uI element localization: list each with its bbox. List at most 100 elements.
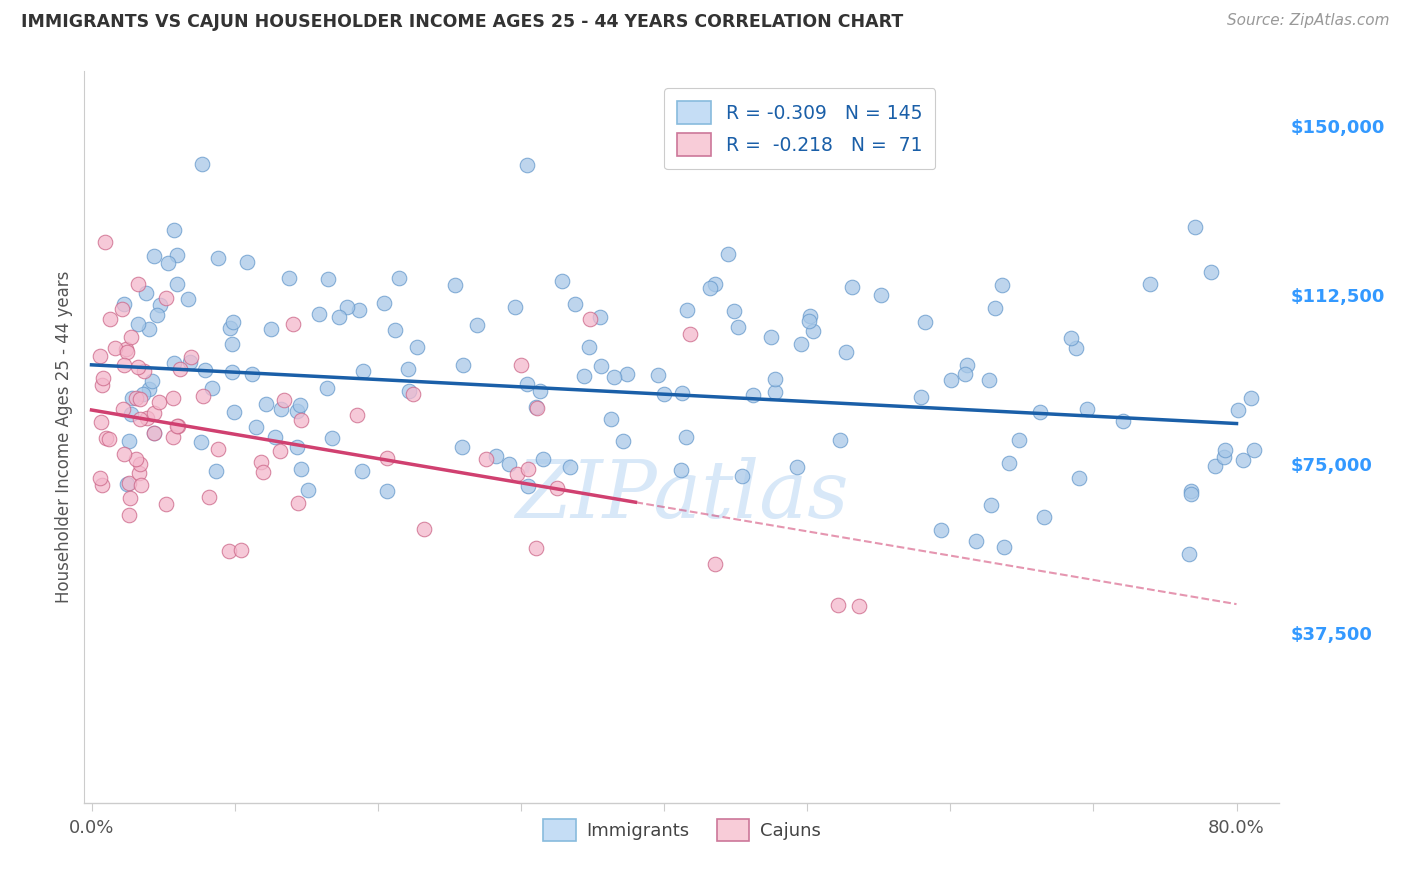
Point bbox=[1204, 458, 1226, 473]
Point bbox=[135, 285, 157, 300]
Point bbox=[704, 558, 727, 572]
Point bbox=[375, 451, 398, 466]
Point bbox=[194, 363, 217, 377]
Point bbox=[759, 329, 782, 343]
Point bbox=[166, 248, 188, 262]
Point bbox=[125, 451, 148, 466]
Point bbox=[142, 425, 165, 440]
Point bbox=[180, 350, 202, 364]
Point bbox=[616, 367, 638, 381]
Point bbox=[546, 481, 568, 495]
Point bbox=[136, 410, 159, 425]
Point bbox=[94, 431, 117, 445]
Point bbox=[402, 386, 425, 401]
Point bbox=[155, 291, 177, 305]
Point bbox=[505, 467, 527, 482]
Point bbox=[115, 344, 138, 359]
Point bbox=[699, 281, 721, 295]
Point bbox=[111, 402, 134, 417]
Point bbox=[517, 462, 540, 476]
Point bbox=[127, 318, 149, 332]
Point bbox=[250, 455, 273, 469]
Point bbox=[285, 403, 308, 417]
Point bbox=[388, 270, 411, 285]
Point bbox=[558, 459, 581, 474]
Point bbox=[731, 469, 754, 483]
Point bbox=[278, 271, 301, 285]
Point bbox=[1180, 483, 1202, 498]
Point bbox=[564, 297, 586, 311]
Point bbox=[118, 434, 141, 448]
Point bbox=[1008, 433, 1031, 447]
Point bbox=[703, 277, 725, 292]
Point bbox=[197, 490, 219, 504]
Point bbox=[1232, 453, 1254, 467]
Point bbox=[485, 449, 508, 463]
Point bbox=[984, 301, 1007, 316]
Point bbox=[352, 364, 374, 378]
Point bbox=[132, 387, 155, 401]
Point bbox=[125, 391, 148, 405]
Point bbox=[1201, 265, 1223, 279]
Point bbox=[166, 418, 188, 433]
Point bbox=[112, 358, 135, 372]
Point bbox=[259, 322, 281, 336]
Point bbox=[599, 412, 621, 426]
Point bbox=[1029, 405, 1052, 419]
Point bbox=[835, 345, 858, 359]
Point bbox=[90, 415, 112, 429]
Point bbox=[1243, 443, 1265, 458]
Point bbox=[551, 274, 574, 288]
Point bbox=[398, 384, 420, 399]
Point bbox=[240, 367, 263, 381]
Point bbox=[155, 497, 177, 511]
Point bbox=[444, 277, 467, 292]
Point bbox=[503, 300, 526, 314]
Point bbox=[120, 491, 142, 506]
Point bbox=[193, 389, 215, 403]
Point bbox=[533, 451, 555, 466]
Point bbox=[270, 401, 292, 416]
Point bbox=[191, 157, 214, 171]
Point bbox=[177, 292, 200, 306]
Point bbox=[120, 330, 142, 344]
Point bbox=[162, 430, 184, 444]
Point bbox=[129, 478, 152, 492]
Point bbox=[98, 312, 121, 326]
Point bbox=[727, 320, 749, 334]
Point bbox=[218, 544, 240, 558]
Point bbox=[335, 300, 357, 314]
Point bbox=[524, 541, 547, 556]
Point bbox=[790, 336, 813, 351]
Point bbox=[1069, 471, 1091, 485]
Point bbox=[162, 391, 184, 405]
Point bbox=[166, 419, 188, 434]
Point bbox=[1180, 487, 1202, 501]
Point bbox=[207, 442, 229, 456]
Point bbox=[797, 314, 820, 328]
Point bbox=[148, 394, 170, 409]
Point bbox=[94, 235, 117, 250]
Point bbox=[316, 381, 339, 395]
Y-axis label: Householder Income Ages 25 - 44 years: Householder Income Ages 25 - 44 years bbox=[55, 271, 73, 603]
Point bbox=[801, 324, 824, 338]
Point bbox=[128, 466, 150, 480]
Point bbox=[384, 323, 406, 337]
Point bbox=[589, 310, 612, 325]
Point bbox=[118, 475, 141, 490]
Point bbox=[91, 371, 114, 385]
Point bbox=[510, 358, 533, 372]
Point bbox=[1139, 277, 1161, 292]
Point bbox=[205, 464, 228, 478]
Legend: Immigrants, Cajuns: Immigrants, Cajuns bbox=[536, 812, 828, 848]
Point bbox=[956, 358, 979, 372]
Point bbox=[717, 247, 740, 261]
Point bbox=[799, 309, 821, 323]
Point bbox=[1032, 510, 1054, 524]
Point bbox=[1212, 450, 1234, 464]
Point bbox=[89, 349, 111, 363]
Point bbox=[143, 249, 166, 263]
Point bbox=[98, 432, 121, 446]
Point bbox=[980, 498, 1002, 512]
Text: ZIPatlas: ZIPatlas bbox=[515, 457, 849, 534]
